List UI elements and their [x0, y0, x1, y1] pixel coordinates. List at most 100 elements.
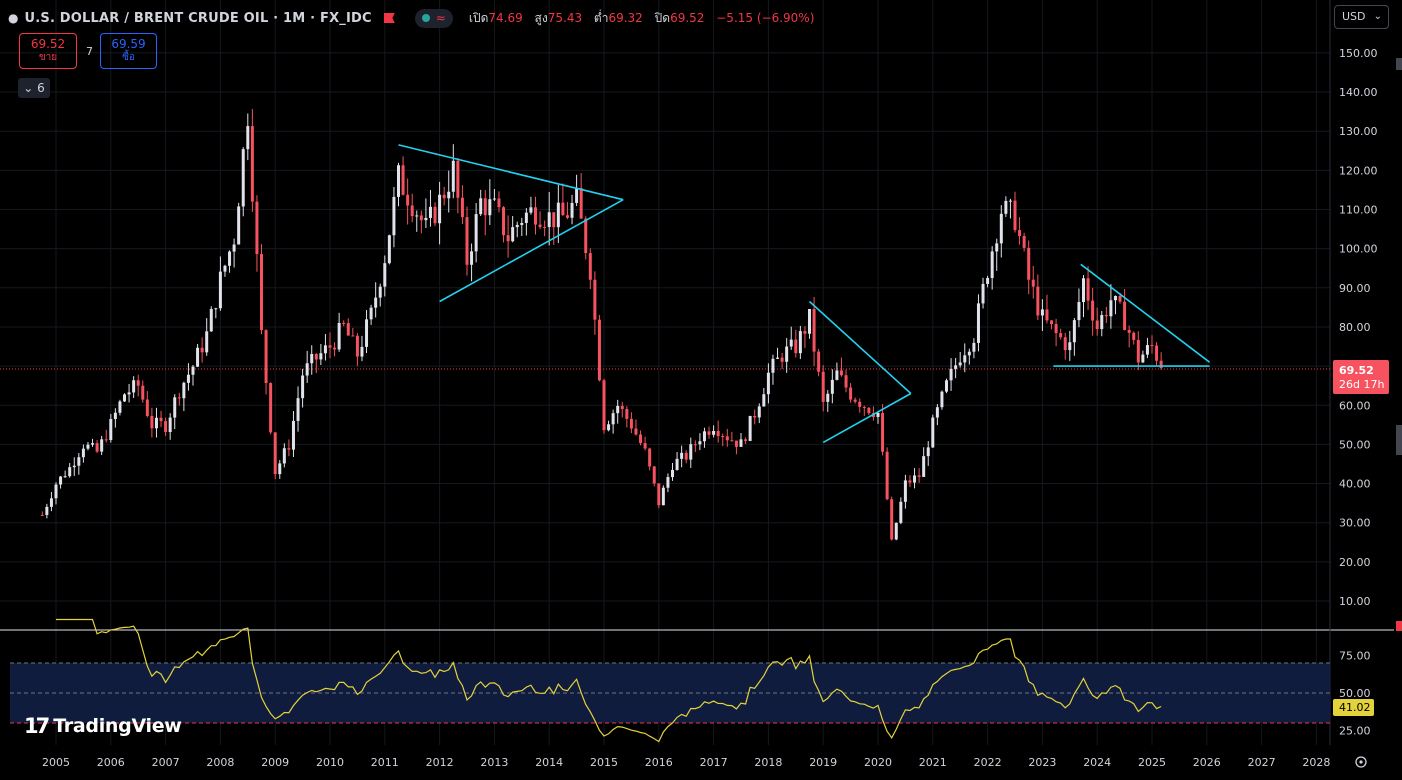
time-tick-label: 2006 — [97, 756, 125, 769]
candle-body — [104, 439, 108, 441]
candle-body — [1113, 295, 1117, 301]
candle-body — [241, 149, 245, 207]
candle-body — [766, 372, 770, 395]
rsi-axis[interactable]: 75.00 50.00 25.00 — [1339, 650, 1371, 738]
candle-body — [1054, 324, 1058, 334]
open-value: 74.69 — [488, 10, 523, 25]
candle-body — [360, 346, 364, 357]
candle-body — [77, 457, 81, 466]
candle-body — [374, 297, 378, 308]
trendlines[interactable] — [398, 144, 1211, 444]
candle-body — [671, 469, 674, 478]
trendline[interactable] — [808, 300, 912, 395]
candle-body — [433, 206, 437, 224]
candle-body — [926, 447, 930, 457]
candle-body — [392, 196, 396, 236]
candle-body — [438, 194, 442, 224]
candle-body — [1031, 279, 1035, 287]
candle-body — [209, 309, 213, 332]
candle-body — [365, 319, 369, 347]
symbol-header: ● U.S. DOLLAR / BRENT CRUDE OIL · 1M · F… — [8, 6, 814, 30]
candle-body — [1059, 333, 1063, 338]
sell-price: 69.52 — [30, 37, 66, 51]
price-tick-label: 90.00 — [1339, 282, 1371, 295]
candle-body — [314, 354, 318, 360]
candle-body — [881, 412, 885, 452]
indicators-toggle-button[interactable]: ⌄ 6 — [18, 78, 50, 98]
candle-body — [113, 412, 117, 420]
trendline[interactable] — [1080, 263, 1211, 363]
candle-body — [205, 331, 209, 353]
symbol-title[interactable]: U.S. DOLLAR / BRENT CRUDE OIL · 1M · FX_… — [24, 10, 372, 26]
trendline[interactable] — [439, 199, 624, 303]
tradingview-logo[interactable]: 17 TradingView — [24, 714, 182, 738]
scroll-handle[interactable] — [1396, 58, 1402, 70]
candle-body — [264, 330, 268, 384]
time-tick-label: 2022 — [974, 756, 1002, 769]
candle-body — [689, 444, 693, 460]
flag-icon[interactable] — [383, 13, 395, 23]
candle-body — [154, 417, 158, 429]
candle-body — [200, 347, 204, 353]
candle-body — [424, 217, 428, 221]
candle-body — [291, 420, 295, 450]
time-axis[interactable]: 2005 2006 2007 2008 2009 2010 2011 2012 2013 2014… — [42, 756, 1330, 769]
candle-body — [821, 371, 825, 402]
candle-body — [1068, 342, 1072, 351]
candle-body — [520, 222, 524, 225]
candle-body — [460, 197, 464, 218]
low-value: 69.32 — [608, 10, 643, 25]
price-tick-label: 140.00 — [1339, 86, 1378, 99]
currency-select[interactable]: USD ⌄ — [1334, 5, 1389, 29]
candle-body — [168, 417, 172, 432]
candle-body — [68, 467, 72, 477]
candle-body — [680, 452, 684, 459]
time-tick-label: 2014 — [535, 756, 563, 769]
candle-body — [223, 265, 227, 272]
sell-button[interactable]: 69.52 ขาย — [19, 33, 77, 69]
candle-body — [273, 432, 277, 475]
candle-body — [794, 339, 798, 354]
candle-body — [917, 475, 921, 477]
candle-body — [607, 424, 611, 431]
candle-body — [757, 406, 761, 418]
buy-button[interactable]: 69.59 ซื้อ — [100, 33, 157, 69]
time-tick-label: 2005 — [42, 756, 70, 769]
candle-body — [543, 226, 547, 228]
time-tick-label: 2028 — [1302, 756, 1330, 769]
candle-body — [858, 401, 862, 407]
chevron-down-icon: ⌄ — [1373, 11, 1382, 22]
market-status-pill[interactable]: ≈ — [414, 8, 453, 28]
candle-body — [442, 194, 446, 199]
scroll-handle-red[interactable] — [1396, 621, 1402, 631]
candle-body — [876, 412, 880, 417]
candle-body — [428, 206, 432, 218]
candle-body — [1150, 345, 1154, 347]
candle-body — [109, 419, 113, 441]
logo-text: TradingView — [53, 715, 182, 737]
candle-body — [721, 436, 725, 438]
candle-body — [401, 165, 405, 195]
candle-body — [246, 126, 250, 150]
candle-series[interactable] — [40, 108, 1163, 541]
settings-gear-icon[interactable] — [1355, 756, 1367, 768]
candle-body — [702, 431, 706, 442]
candle-body — [789, 339, 793, 347]
buy-label: ซื้อ — [122, 52, 135, 63]
rsi-last-value: 41.02 — [1339, 701, 1371, 714]
candle-body — [1136, 339, 1140, 363]
candle-body — [150, 415, 154, 429]
candle-body — [328, 345, 332, 348]
scroll-handle[interactable] — [1396, 425, 1402, 455]
price-tick-label: 110.00 — [1339, 204, 1378, 217]
candle-body — [903, 480, 907, 502]
trendline[interactable] — [822, 392, 912, 444]
price-tick-label: 120.00 — [1339, 164, 1378, 177]
high-value: 75.43 — [547, 10, 583, 25]
candle-body — [387, 235, 391, 264]
trendline[interactable] — [398, 144, 624, 201]
candle-body — [698, 441, 702, 445]
candle-body — [712, 430, 716, 435]
candle-body — [625, 409, 629, 419]
